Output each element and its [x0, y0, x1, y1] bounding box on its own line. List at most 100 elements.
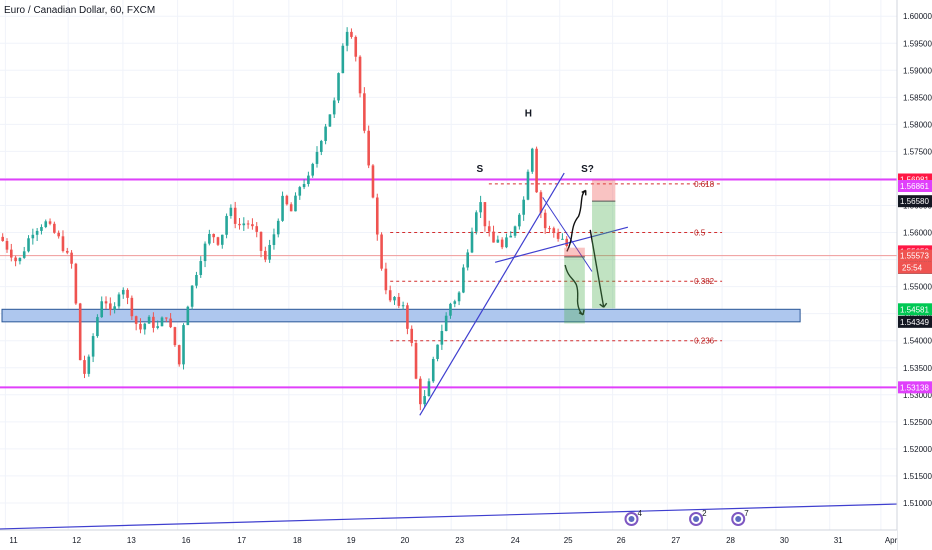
arrow-up-head [581, 189, 587, 196]
price-tag-bg [898, 179, 932, 192]
pattern-label: H [525, 108, 532, 119]
date-tick-label: 23 [455, 536, 464, 545]
candle-body [143, 323, 147, 330]
price-tick-label: 1.55000 [903, 283, 932, 292]
chart-grid [0, 0, 897, 530]
date-tick-label: 11 [9, 536, 18, 545]
candle-body [401, 305, 405, 307]
support-zone[interactable] [1, 308, 801, 323]
candle-body [195, 274, 198, 286]
candle-body [83, 360, 86, 374]
position-target-zone [564, 256, 585, 324]
candle-body [130, 297, 134, 317]
candle-body [539, 192, 543, 213]
candle-body [212, 233, 215, 238]
candle-body [345, 31, 349, 46]
price-tag-bg [898, 315, 932, 328]
candle-body [307, 175, 310, 185]
candle-body [350, 31, 353, 37]
candle-body [134, 316, 138, 324]
arrow-down-long [589, 229, 605, 308]
candle-body [285, 195, 289, 205]
event-count: 4 [637, 509, 642, 518]
candle-body [419, 378, 422, 405]
date-tick-label: 30 [780, 536, 789, 545]
candle-body [302, 184, 306, 188]
candle-body [229, 207, 233, 216]
candle-body [186, 306, 190, 326]
candle-body [328, 114, 332, 127]
candle-body [104, 301, 108, 304]
candle-body [182, 325, 185, 365]
price-tick-label: 1.58500 [903, 93, 932, 102]
candle-body [165, 317, 168, 319]
arrow-down-short-head [578, 309, 585, 316]
support-zone-rect [1, 308, 801, 323]
candle-body [315, 151, 319, 164]
date-tick-label: 28 [726, 536, 735, 545]
event-icon-dot [693, 516, 700, 522]
candlestick-series [1, 27, 569, 411]
wedge-line [542, 197, 593, 272]
time-axis[interactable]: 11 12 13 16 17 18 19 20 23 24 25 26 27 28 30 31 Apr [0, 529, 898, 550]
candle-body [53, 223, 56, 233]
candle-body [147, 316, 151, 324]
price-tick-label: 1.56000 [903, 229, 932, 238]
candle-body [126, 289, 129, 298]
time-axis-bg [0, 530, 897, 550]
candle-body [238, 223, 241, 226]
candle-body [449, 303, 452, 316]
price-tag-text: 1.56580 [900, 197, 929, 206]
candle-body [160, 317, 164, 327]
position-tools[interactable] [564, 179, 616, 324]
price-tag-bg [898, 195, 932, 208]
candle-body [393, 296, 396, 301]
candle-body [96, 317, 99, 337]
candle-body [384, 268, 388, 291]
candle-body [388, 290, 392, 301]
candle-body [457, 292, 461, 302]
price-axis[interactable]: 1.60000 1.59500 1.59000 1.58500 1.58000 1.575… [896, 0, 932, 550]
candle-body [22, 251, 26, 258]
candle-body [548, 228, 551, 230]
candle-body [341, 45, 345, 74]
price-tick-label: 1.58000 [903, 120, 932, 129]
candle-body [462, 267, 465, 293]
candle-body [169, 318, 172, 328]
price-tick-label: 1.59500 [903, 39, 932, 48]
candle-body [320, 140, 323, 152]
price-tick-label: 1.53000 [903, 391, 932, 400]
candle-body [406, 305, 409, 329]
candle-body [177, 345, 181, 365]
date-tick-label: 12 [72, 536, 81, 545]
fib-label: 0.236 [694, 337, 715, 346]
arrow-down-long-head [599, 302, 608, 308]
pattern-labels: S H S? [477, 108, 594, 175]
candle-body [496, 239, 500, 243]
candle-body [220, 234, 224, 245]
price-tick-label: 1.54000 [903, 337, 932, 346]
economic-events[interactable]: 4 2 7 [624, 509, 749, 526]
candle-body [152, 316, 155, 328]
candle-body [565, 238, 569, 246]
horizontal-levels[interactable] [0, 178, 897, 389]
candle-body [27, 238, 30, 252]
candle-body [199, 261, 203, 275]
candle-body [276, 220, 280, 235]
countdown-text: 25:54 [902, 264, 923, 273]
candle-body [311, 163, 314, 176]
uptrend-line [419, 172, 565, 416]
candle-body [281, 195, 284, 221]
candle-body [78, 303, 82, 361]
candle-body [431, 358, 435, 382]
price-tag-bg [898, 381, 932, 394]
candle-body [31, 234, 35, 239]
fib-label: 0.618 [694, 180, 715, 189]
event-count: 2 [702, 509, 707, 518]
long-trend-line [0, 503, 898, 530]
candle-body [526, 171, 530, 200]
candle-body [324, 126, 327, 141]
trend-drawings[interactable] [0, 172, 898, 530]
candle-body [87, 356, 91, 374]
